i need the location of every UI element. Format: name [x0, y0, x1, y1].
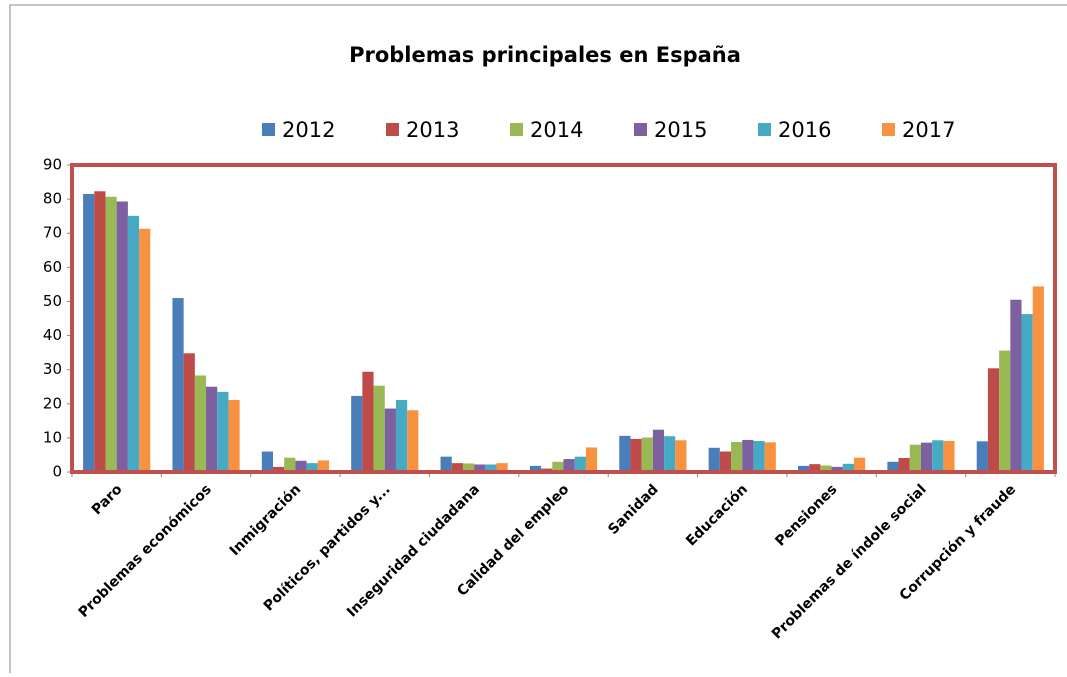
x-tick-label: Problemas de índole social	[769, 482, 930, 643]
legend-label: 2016	[778, 118, 831, 142]
y-tick-label: 80	[43, 190, 62, 208]
legend-label: 2013	[406, 118, 459, 142]
bar	[853, 457, 866, 472]
y-tick-label: 50	[43, 292, 62, 310]
bar	[529, 465, 542, 472]
bar	[94, 191, 106, 472]
bar	[395, 400, 408, 472]
bar	[708, 447, 720, 472]
legend-swatch	[262, 123, 275, 136]
bar	[664, 436, 676, 472]
x-tick-label: Inmigración	[227, 482, 305, 560]
bar	[999, 350, 1011, 472]
bar	[552, 461, 564, 472]
y-tick-label: 10	[43, 428, 62, 446]
bar	[574, 456, 586, 472]
bar	[1032, 286, 1044, 472]
bar	[127, 215, 140, 472]
bar	[987, 368, 1000, 472]
bar	[362, 371, 374, 472]
legend-label: 2012	[282, 118, 335, 142]
bar	[1010, 299, 1022, 472]
bar	[630, 438, 642, 472]
bar	[139, 228, 151, 472]
bar	[407, 410, 419, 472]
bar	[742, 439, 754, 472]
bar	[675, 440, 687, 472]
bar	[384, 408, 396, 472]
legend-label: 2017	[902, 118, 955, 142]
legend-swatch	[634, 123, 647, 136]
y-tick-label: 30	[43, 360, 62, 378]
legend-swatch	[758, 123, 771, 136]
bar	[462, 463, 475, 472]
bar	[943, 440, 955, 472]
bar	[284, 457, 296, 472]
bar	[273, 466, 285, 472]
bar	[719, 451, 732, 472]
x-tick-label: Sanidad	[605, 482, 661, 538]
bar	[440, 456, 452, 472]
y-tick-label: 0	[52, 463, 62, 481]
bar	[351, 395, 363, 472]
bar	[652, 429, 665, 472]
legend-swatch	[510, 123, 523, 136]
highlight-box	[70, 163, 1057, 474]
bar	[261, 451, 274, 472]
y-tick-label: 20	[43, 394, 62, 412]
bar	[920, 442, 933, 472]
bar	[306, 463, 318, 472]
bar	[474, 464, 486, 472]
bar	[797, 465, 810, 472]
bar	[976, 441, 988, 472]
legend-swatch	[882, 123, 895, 136]
y-tick-label: 90	[43, 156, 62, 174]
bar	[909, 444, 921, 472]
bar	[317, 460, 330, 472]
bar	[585, 447, 598, 472]
bar	[206, 386, 218, 472]
y-tick-label: 40	[43, 326, 62, 344]
y-tick-label: 70	[43, 224, 62, 242]
bar	[731, 441, 743, 472]
x-tick-label: Pensiones	[772, 482, 840, 550]
bar	[898, 458, 910, 472]
bar	[764, 442, 776, 472]
bar	[295, 460, 307, 472]
bar	[842, 463, 854, 472]
bar	[451, 463, 463, 472]
legend-label: 2014	[530, 118, 583, 142]
bar	[116, 201, 128, 472]
bar	[172, 298, 184, 472]
bar	[932, 440, 944, 472]
y-tick-label: 60	[43, 258, 62, 276]
bar	[809, 464, 821, 472]
bar	[373, 385, 385, 472]
bar	[496, 463, 508, 472]
bar	[619, 435, 631, 472]
bar	[563, 459, 575, 472]
bar	[831, 466, 843, 472]
x-tick-label: Paro	[89, 481, 126, 518]
x-tick-label: Educación	[683, 482, 751, 550]
bar	[753, 440, 765, 472]
bar	[887, 461, 899, 472]
legend-swatch	[386, 123, 399, 136]
bar	[1021, 314, 1033, 472]
bar	[83, 193, 95, 472]
bar	[194, 375, 207, 472]
bar	[105, 196, 117, 472]
bar	[217, 391, 229, 472]
legend-label: 2015	[654, 118, 707, 142]
bar	[641, 437, 653, 472]
chart-frame	[9, 4, 1067, 677]
bar	[820, 465, 832, 472]
bar	[183, 353, 195, 472]
bar	[228, 400, 240, 472]
bar	[485, 464, 497, 472]
chart-title: Problemas principales en España	[349, 43, 741, 67]
